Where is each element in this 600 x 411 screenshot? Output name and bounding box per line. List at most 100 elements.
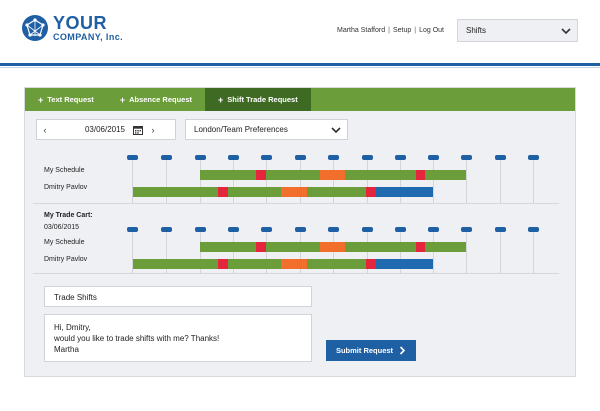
logout-link[interactable]: Log Out [419,27,444,34]
schedule-timeline [25,155,575,203]
time-marker-badge [195,227,206,232]
timeline-tick [166,227,167,273]
time-marker-badge [328,227,339,232]
separator: | [414,27,417,34]
coworker-shift-segment[interactable] [376,187,433,197]
trade-subject-input[interactable]: Trade Shifts [44,286,312,307]
timeline-tick [500,155,501,203]
time-marker-badge [228,155,239,160]
row-label-my-schedule: My Schedule [44,239,85,246]
my-shift-segment[interactable] [320,242,345,252]
company-name-line2: COMPANY, Inc. [53,32,124,42]
timeline-tick [132,155,133,203]
view-select-value: Shifts [466,26,487,35]
tab-absence-request[interactable]: + Absence Request [107,88,205,111]
coworker-shift-segment[interactable] [281,187,307,197]
company-name: YOUR COMPANY, Inc. [53,14,123,42]
my-shift-segment[interactable] [416,242,425,252]
chevron-down-icon [561,28,571,35]
tab-text-request[interactable]: + Text Request [25,88,107,111]
calendar-icon[interactable] [131,120,145,139]
plus-icon: + [119,94,126,105]
time-marker-badge [295,155,306,160]
date-value[interactable]: 03/06/2015 [84,125,125,134]
timeline-tick [166,155,167,203]
request-tabs: + Text Request + Absence Request + Shift… [25,88,575,111]
time-marker-badge [195,155,206,160]
coworker-shift-segment[interactable] [307,187,366,197]
tab-label: Absence Request [129,95,193,104]
timeline-tick [533,155,534,203]
setup-link[interactable]: Setup [392,27,412,34]
time-marker-badge [328,155,339,160]
shift-trade-panel: + Text Request + Absence Request + Shift… [24,87,576,377]
submit-request-button[interactable]: Submit Request [326,340,416,361]
time-marker-badge [161,227,172,232]
user-bar: Martha Stafford | Setup | Log Out [337,27,444,34]
location-select-value: London/Team Preferences [194,125,288,134]
my-shift-segment[interactable] [200,242,256,252]
coworker-shift-segment[interactable] [133,259,218,269]
company-name-line1: YOUR [53,13,108,33]
time-marker-badge [127,155,138,160]
my-shift-segment[interactable] [416,170,425,180]
separator: | [388,27,390,34]
time-marker-badge [528,227,539,232]
time-marker-badge [127,227,138,232]
message-line: Martha [54,345,79,354]
time-marker-badge [495,227,506,232]
chevron-left-icon: ‹ [43,124,47,135]
chevron-right-icon [399,346,406,355]
location-select[interactable]: London/Team Preferences [185,119,348,140]
next-date-button[interactable]: › [145,120,161,139]
coworker-shift-segment[interactable] [218,259,228,269]
user-name: Martha Stafford [337,27,386,34]
coworker-shift-segment[interactable] [366,187,376,197]
my-shift-segment[interactable] [345,242,416,252]
my-shift-segment[interactable] [320,170,345,180]
coworker-shift-segment[interactable] [218,187,228,197]
my-shift-segment[interactable] [256,170,266,180]
row-label-dmitry-pavlov: Dmitry Pavlov [44,256,88,263]
chevron-down-icon [331,127,341,134]
timeline-tick [466,227,467,273]
row-label-dmitry-pavlov: Dmitry Pavlov [44,184,88,191]
coworker-shift-segment[interactable] [228,259,281,269]
my-shift-segment[interactable] [266,242,320,252]
globe-logo-icon [22,15,48,41]
time-marker-badge [161,155,172,160]
coworker-shift-segment[interactable] [376,259,433,269]
time-marker-badge [461,155,472,160]
time-marker-badge [395,227,406,232]
company-logo: YOUR COMPANY, Inc. [22,14,123,42]
time-marker-badge [495,155,506,160]
header-divider [0,63,600,66]
timeline-tick [466,155,467,203]
date-picker: ‹ 03/06/2015 › [36,119,176,140]
section-divider [33,203,559,204]
time-marker-badge [261,155,272,160]
tab-shift-trade-request[interactable]: + Shift Trade Request [205,88,311,111]
submit-label: Submit Request [335,346,394,355]
trade-cart-date: 03/06/2015 [44,224,80,231]
my-shift-segment[interactable] [266,170,320,180]
coworker-shift-segment[interactable] [307,259,366,269]
my-shift-segment[interactable] [200,170,256,180]
coworker-shift-segment[interactable] [281,259,307,269]
my-shift-segment[interactable] [345,170,416,180]
my-shift-segment[interactable] [425,170,466,180]
my-shift-segment[interactable] [256,242,266,252]
time-marker-badge [461,227,472,232]
coworker-shift-segment[interactable] [228,187,281,197]
message-line: Hi, Dmitry, [54,323,91,332]
coworker-shift-segment[interactable] [366,259,376,269]
timeline-tick [500,227,501,273]
my-shift-segment[interactable] [425,242,466,252]
trade-message-textarea[interactable]: Hi, Dmitry, would you like to trade shif… [44,314,312,362]
trade-cart-title: My Trade Cart: [44,212,93,219]
view-select[interactable]: Shifts [457,19,578,42]
time-marker-badge [395,155,406,160]
coworker-shift-segment[interactable] [133,187,218,197]
time-marker-badge [428,155,439,160]
prev-date-button[interactable]: ‹ [37,120,53,139]
